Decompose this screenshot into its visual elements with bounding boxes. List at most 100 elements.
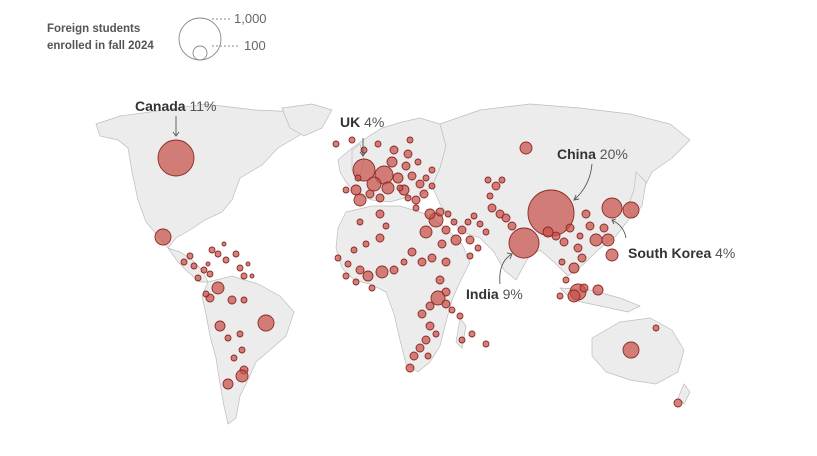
country-bubble: [428, 182, 436, 190]
country-bubble: [585, 221, 595, 231]
country-bubble: [464, 218, 472, 226]
country-bubble: [362, 240, 370, 248]
country-bubble: [441, 299, 451, 309]
country-bubble: [576, 232, 584, 240]
country-bubble: [673, 398, 683, 408]
country-bubble: [411, 195, 421, 205]
country-bubble: [425, 301, 435, 311]
uk-arrowhead: [359, 151, 367, 157]
country-bubble: [249, 273, 255, 279]
country-bubble: [386, 156, 398, 168]
country-bubble: [486, 192, 494, 200]
country-bubble: [495, 209, 505, 219]
country-bubble: [567, 289, 581, 303]
country-bubble: [599, 223, 609, 233]
country-bubble: [154, 228, 172, 246]
country-bubble: [562, 276, 570, 284]
country-bubble: [601, 233, 615, 247]
country-bubble: [354, 174, 362, 182]
country-bubble: [227, 295, 237, 305]
country-bubble: [211, 281, 225, 295]
country-bubble: [389, 265, 399, 275]
country-bubble: [424, 208, 436, 220]
country-bubble: [353, 193, 367, 207]
country-bubble: [565, 223, 575, 233]
canada-bubble: [157, 139, 195, 177]
country-bubble: [414, 158, 422, 166]
country-bubble: [190, 262, 198, 270]
country-bubble: [435, 275, 445, 285]
country-bubble: [221, 241, 227, 247]
country-bubble: [491, 181, 501, 191]
country-bubble: [404, 194, 412, 202]
country-bubble: [444, 210, 452, 218]
country-bubble: [556, 292, 564, 300]
country-bubble: [382, 222, 390, 230]
callout-south-korea: South Korea 4%: [628, 245, 735, 261]
country-bubble: [396, 184, 404, 192]
country-bubble: [224, 334, 232, 342]
country-bubble: [457, 225, 467, 235]
south-america-landmass: [201, 275, 295, 425]
country-bubble: [375, 233, 385, 243]
new-zealand-landmass: [677, 383, 691, 405]
country-bubble: [551, 231, 561, 241]
country-bubble: [409, 351, 419, 361]
country-bubble: [362, 270, 374, 282]
south-korea-arrowhead: [611, 218, 617, 225]
china-arrowhead: [573, 194, 580, 201]
india-callout-arrow: [499, 253, 513, 285]
legend-small-label: 100: [244, 38, 266, 53]
country-bubble: [448, 306, 456, 314]
country-bubble: [466, 252, 474, 260]
country-bubble: [424, 352, 432, 360]
country-bubble: [577, 253, 587, 263]
country-bubble: [214, 320, 226, 332]
country-bubble: [458, 336, 466, 344]
country-bubble: [230, 354, 238, 362]
country-bubble: [245, 261, 251, 267]
south-korea-callout-arrow: [611, 219, 627, 239]
north-america-landmass: [95, 103, 319, 249]
country-bubble: [403, 149, 413, 159]
central-america-landmass: [167, 247, 209, 283]
callout-south-korea-name: South Korea: [628, 245, 712, 261]
country-bubble: [350, 246, 358, 254]
callout-china-pct: 20%: [599, 146, 628, 162]
country-bubble: [235, 369, 249, 383]
country-bubble: [432, 330, 440, 338]
country-bubble: [405, 363, 415, 373]
country-bubble: [406, 136, 414, 144]
country-bubble: [348, 136, 356, 144]
callout-china-name: China: [557, 146, 596, 162]
country-bubble: [412, 204, 420, 212]
country-bubble: [365, 189, 375, 199]
country-bubble: [342, 272, 350, 280]
country-bubble: [425, 321, 435, 331]
country-bubble: [622, 341, 640, 359]
callout-india-name: India: [466, 286, 499, 302]
country-bubble: [375, 209, 385, 219]
country-bubble: [441, 257, 451, 267]
country-bubble: [422, 174, 430, 182]
madagascar-landmass: [455, 317, 467, 349]
country-bubble: [389, 145, 399, 155]
country-bubble: [240, 272, 248, 280]
country-bubble: [421, 335, 431, 345]
country-bubble: [194, 274, 202, 282]
country-bubble: [401, 161, 411, 171]
country-bubble: [368, 284, 376, 292]
country-bubble: [558, 258, 566, 266]
country-bubble: [392, 172, 404, 184]
country-bubble: [601, 197, 623, 219]
country-bubble: [498, 176, 506, 184]
country-bubble: [474, 244, 482, 252]
country-bubble: [208, 246, 216, 254]
country-bubble: [342, 186, 350, 194]
country-bubble: [622, 201, 640, 219]
country-bubble: [605, 248, 619, 262]
country-bubble: [366, 176, 382, 192]
country-bubble: [214, 250, 222, 258]
country-bubble: [400, 258, 408, 266]
country-bubble: [180, 258, 188, 266]
